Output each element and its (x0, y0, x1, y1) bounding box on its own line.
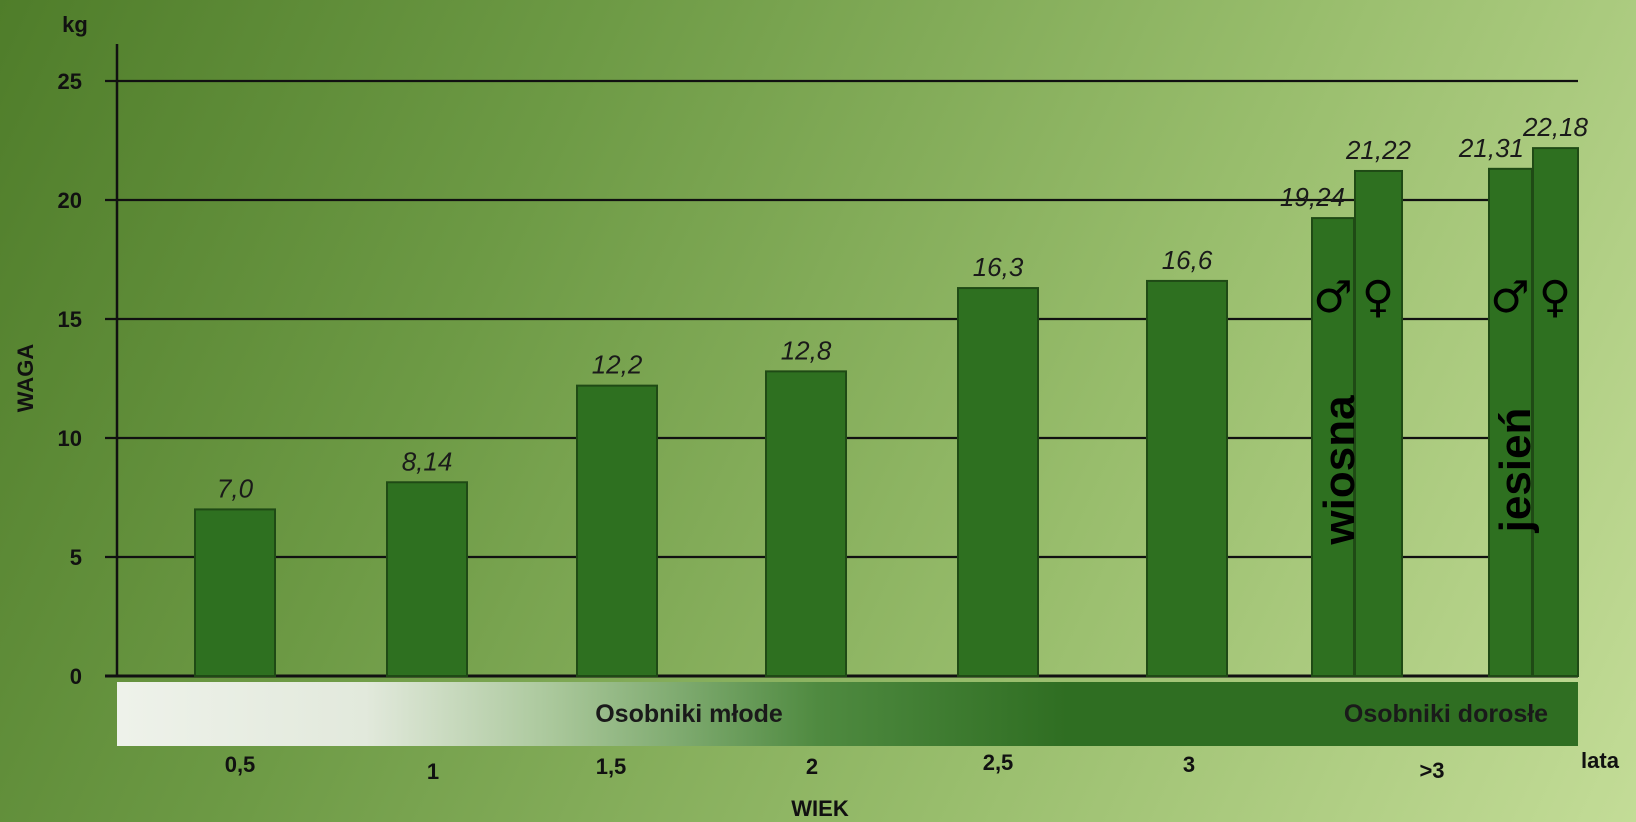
data-label: 21,22 (1345, 135, 1412, 165)
y-axis-title: WAGA (13, 344, 38, 413)
y-tick-label: 25 (58, 69, 82, 94)
y-unit-label: kg (62, 12, 88, 37)
bar (386, 481, 468, 677)
x-tick-label: 0,5 (225, 752, 256, 777)
x-tick-label: 2,5 (983, 750, 1014, 775)
bar (957, 287, 1039, 677)
x-tick-label: 2 (806, 754, 818, 779)
x-tick-label: 3 (1183, 752, 1195, 777)
y-tick-label: 15 (58, 307, 82, 332)
season-label: wiosna (1315, 395, 1364, 546)
data-label: 16,6 (1162, 245, 1213, 275)
x-unit-label: lata (1581, 748, 1620, 773)
data-label: 8,14 (402, 446, 453, 476)
bar (576, 384, 658, 677)
data-label: 12,2 (592, 350, 643, 380)
data-label: 12,8 (781, 335, 832, 365)
data-label: 7,0 (217, 473, 254, 503)
bar (1488, 167, 1533, 678)
y-tick-label: 0 (70, 664, 82, 689)
bar (194, 508, 276, 677)
y-tick-labels: 0 5 10 15 20 25 (58, 69, 82, 689)
female-symbol-icon: ♀ (1362, 272, 1394, 323)
male-symbol-icon: ♂ (1490, 272, 1529, 323)
y-tick-label: 5 (70, 545, 82, 570)
band-label-adult: Osobniki dorosłe (1344, 700, 1548, 728)
male-symbol-icon: ♂ (1313, 272, 1352, 323)
bar (1311, 217, 1355, 677)
x-tick-label: 1 (427, 759, 439, 784)
season-sex-labels: ♂ ♀ ♂ ♀wiosna jesień (1313, 272, 1571, 546)
bar (1354, 169, 1403, 678)
x-tick-labels: 0,5 1 1,5 2 2,5 3 >3 (225, 750, 1445, 784)
bar (1146, 279, 1228, 677)
age-band (117, 682, 1578, 746)
data-label: 21,31 (1458, 133, 1524, 163)
bar (1532, 147, 1579, 677)
y-tick-label: 20 (58, 188, 82, 213)
bar (765, 370, 847, 677)
x-tick-label: 1,5 (596, 754, 627, 779)
season-label: jesień (1491, 408, 1540, 534)
data-label: 16,3 (973, 252, 1024, 282)
data-label: 22,18 (1522, 112, 1589, 142)
bars (194, 147, 1579, 678)
x-tick-label: >3 (1419, 758, 1444, 783)
female-symbol-icon: ♀ (1539, 272, 1571, 323)
x-axis-title: WIEK (791, 796, 849, 821)
band-label-young: Osobniki młode (595, 700, 783, 728)
y-tick-label: 10 (58, 426, 82, 451)
data-label: 19,24 (1280, 182, 1345, 212)
